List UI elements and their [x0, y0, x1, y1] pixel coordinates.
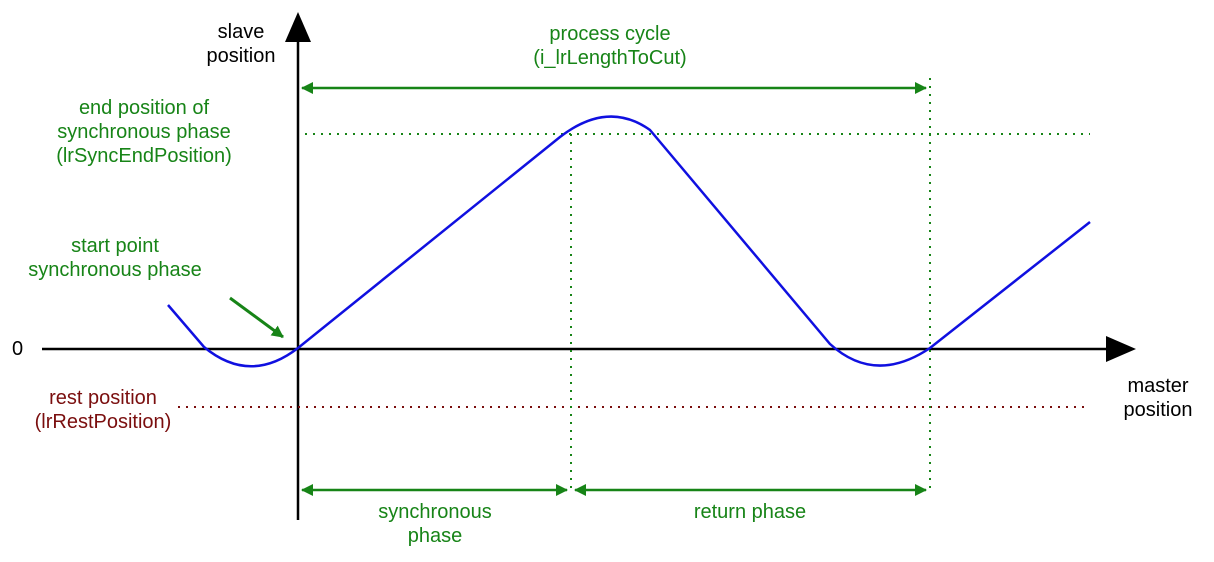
start-point-pointer [229, 296, 284, 339]
synchronous-phase-label: synchronous phase [378, 501, 492, 547]
process-cycle-label: process cycle (i_lrLengthToCut) [533, 23, 687, 69]
end-position-label: end position of synchronous phase (lrSyn… [56, 97, 232, 167]
return-phase-label: return phase [693, 501, 807, 523]
x-axis-label: master position [1123, 375, 1193, 421]
slave-position-curve [167, 115, 1091, 368]
rest-position-label: rest position (lrRestPosition) [34, 387, 172, 433]
zero-label: 0 [12, 338, 24, 360]
start-point-label: start point synchronous phase [28, 235, 202, 281]
y-axis-label: slave position [206, 21, 276, 67]
y-axis-arrowhead [285, 12, 311, 42]
x-axis-arrowhead [1106, 336, 1136, 362]
